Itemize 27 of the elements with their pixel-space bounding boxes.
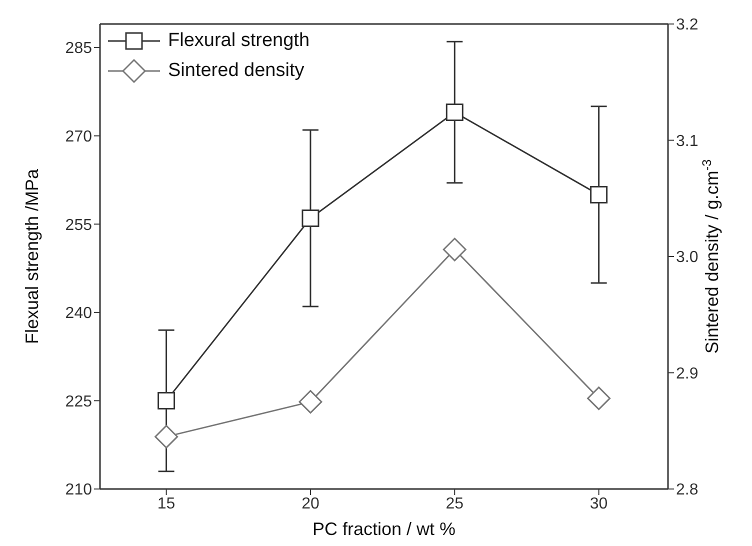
legend-label: Flexural strength xyxy=(168,30,310,52)
y-tick-label: 285 xyxy=(65,40,92,58)
point xyxy=(302,209,320,227)
y-tick-label: 225 xyxy=(65,393,92,410)
y2-tick-label: 3.1 xyxy=(676,132,698,150)
legend-label: Sintered density xyxy=(168,60,304,82)
point xyxy=(154,424,178,448)
y-axis-title: Flexual strength /MPa xyxy=(22,168,42,344)
x-tick-label: 30 xyxy=(590,495,608,512)
x-tick-label: 25 xyxy=(446,495,464,512)
point xyxy=(590,186,608,204)
point xyxy=(298,390,322,414)
x-tick-label: 15 xyxy=(157,495,176,512)
x-axis-title: PC fraction / wt % xyxy=(312,519,456,539)
y2-tick-label: 3.0 xyxy=(676,249,698,266)
point xyxy=(442,238,466,262)
point xyxy=(587,386,611,410)
y-tick-label: 255 xyxy=(65,216,92,234)
y-tick-label: 210 xyxy=(65,482,92,499)
point xyxy=(446,104,464,122)
y-tick-label: 240 xyxy=(65,305,92,322)
y2-tick-label: 2.9 xyxy=(676,365,698,382)
y-tick-label: 270 xyxy=(65,128,92,146)
point xyxy=(158,392,176,410)
x-tick-label: 20 xyxy=(302,495,320,512)
y2-tick-label: 2.8 xyxy=(676,482,698,499)
y2-tick-label: 3.2 xyxy=(676,16,698,34)
